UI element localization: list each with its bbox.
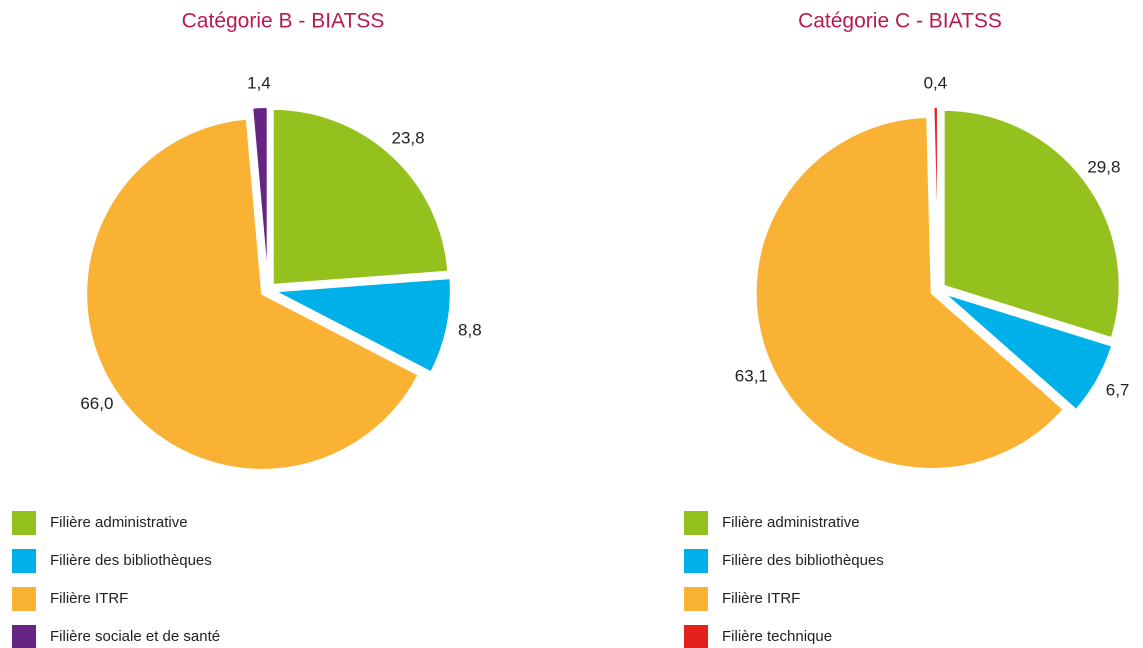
legend-swatch	[12, 587, 36, 611]
pie-slice	[754, 115, 1066, 470]
chart-title: Catégorie C - BIATSS	[798, 10, 1002, 33]
legend-swatch	[684, 511, 708, 535]
legend-swatch	[12, 625, 36, 648]
legend-swatch	[684, 549, 708, 573]
legend-label: Filière administrative	[722, 514, 860, 531]
legend-swatch	[12, 549, 36, 573]
pie-slice	[932, 106, 939, 284]
value-label: 66,0	[80, 394, 113, 413]
chart-title: Catégorie B - BIATSS	[182, 10, 385, 33]
legend-swatch	[684, 625, 708, 648]
pie-slice	[85, 117, 420, 471]
legend-label: Filière des bibliothèques	[50, 552, 212, 569]
legend-label: Filière des bibliothèques	[722, 552, 884, 569]
value-label: 8,8	[458, 321, 482, 340]
legend-label: Filière administrative	[50, 514, 188, 531]
pie-slice	[251, 106, 269, 284]
value-label: 0,4	[924, 74, 948, 93]
legend-swatch	[684, 587, 708, 611]
pie-slice	[271, 277, 452, 374]
value-label: 1,4	[247, 74, 271, 93]
legend-label: Filière ITRF	[50, 590, 128, 607]
pie-slice	[943, 292, 1114, 412]
legend-swatch	[12, 511, 36, 535]
pie-slice	[942, 108, 1121, 340]
value-label: 6,7	[1106, 380, 1130, 399]
value-label: 23,8	[392, 128, 425, 147]
value-label: 29,8	[1087, 157, 1120, 176]
pie-slice	[271, 107, 450, 286]
legend-label: Filière sociale et de santé	[50, 628, 220, 645]
legend-label: Filière ITRF	[722, 590, 800, 607]
legend-label: Filière technique	[722, 628, 832, 645]
value-label: 63,1	[735, 367, 768, 386]
